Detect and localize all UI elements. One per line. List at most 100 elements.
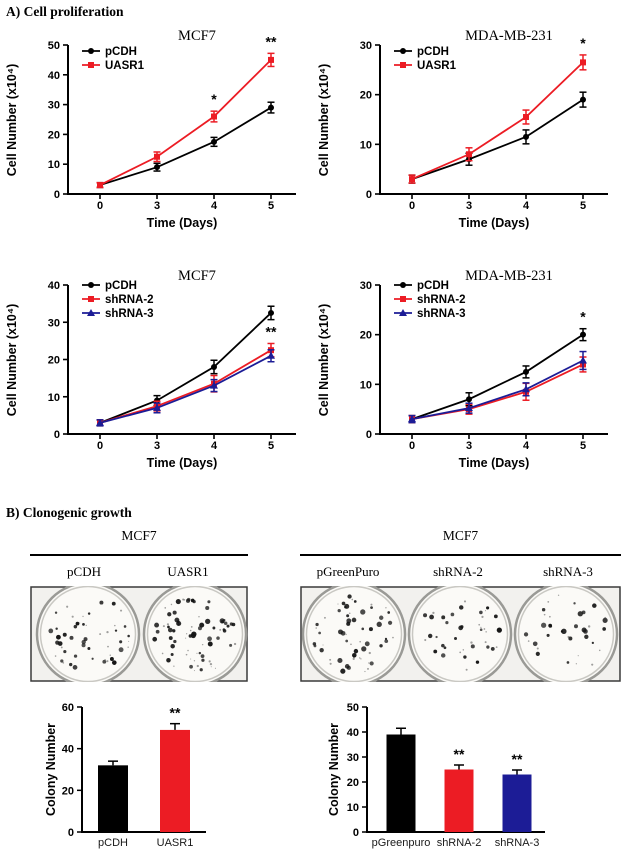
svg-text:MCF7: MCF7	[178, 268, 216, 284]
svg-text:5: 5	[268, 200, 274, 212]
svg-text:30: 30	[347, 752, 359, 764]
petri-dish-UASR1	[142, 586, 248, 682]
svg-text:5: 5	[580, 200, 586, 212]
bar-shRNA-3	[502, 769, 532, 832]
svg-text:**: **	[266, 323, 277, 339]
svg-text:shRNA-3: shRNA-3	[105, 308, 154, 320]
panel-b-title: B) Clonogenic growth	[6, 505, 132, 520]
plot: 0 10 20 30 0 3 4 5 MDA-MB-231 Time (Days) Cell Num…	[317, 28, 608, 230]
clonogenic-block-knockdown: MCF7 pGreenPuro shRNA-2 shRNA-3	[300, 528, 621, 684]
petri-dish-shRNA-3	[513, 586, 619, 682]
plot: 0 10 20 30 40 50 Colony Number pGreenpuro shRNA-…	[327, 702, 545, 849]
svg-text:Time (Days): Time (Days)	[459, 216, 530, 230]
svg-text:UASR1: UASR1	[105, 60, 145, 72]
svg-text:Cell Number (x10⁴): Cell Number (x10⁴)	[5, 304, 19, 416]
svg-text:pGreenpuro: pGreenpuro	[372, 837, 431, 849]
svg-text:shRNA-3: shRNA-3	[417, 308, 466, 320]
dish-labels-row: pCDH UASR1	[30, 564, 248, 582]
svg-text:**: **	[454, 746, 465, 762]
plot: 0 10 20 30 40 0 3 4 5 MCF7 Time (Days) Cell Number …	[5, 268, 296, 470]
svg-text:0: 0	[409, 200, 415, 212]
svg-text:Time (Days): Time (Days)	[459, 456, 530, 470]
petri-dish-pCDH	[35, 586, 141, 682]
line-chart-proliferation-mdamb231-knockdown: 0 10 20 30 0 3 4 5 MDA-MB-231 Time (Days) Cell Num…	[317, 268, 608, 470]
bar-UASR1	[160, 722, 190, 832]
clonogenic-block-overexpression: MCF7 pCDH UASR1	[30, 528, 248, 684]
petri-dish-shRNA-2	[407, 586, 513, 682]
series-shRNA-3	[408, 350, 587, 424]
svg-text:pCDH: pCDH	[105, 46, 137, 58]
cell-line-header: MCF7	[442, 528, 479, 543]
svg-text:pCDH: pCDH	[98, 837, 128, 849]
svg-text:10: 10	[48, 392, 60, 404]
line-chart-proliferation-mdamb231-overexpression: 0 10 20 30 0 3 4 5 MDA-MB-231 Time (Days) Cell Num…	[317, 28, 608, 230]
svg-text:4: 4	[523, 440, 530, 452]
svg-text:3: 3	[154, 200, 160, 212]
bar-chart-colony-knockdown: 0 10 20 30 40 50 Colony Number pGreenpuro shRNA-…	[327, 702, 545, 849]
svg-text:*: *	[580, 309, 586, 325]
svg-text:40: 40	[62, 744, 74, 756]
svg-text:0: 0	[353, 827, 359, 839]
svg-text:**: **	[170, 705, 181, 721]
svg-text:40: 40	[48, 280, 60, 292]
svg-text:0: 0	[68, 827, 74, 839]
dish-label: shRNA-2	[433, 564, 483, 579]
svg-text:10: 10	[360, 139, 372, 151]
svg-text:10: 10	[48, 159, 60, 171]
svg-text:pCDH: pCDH	[417, 46, 449, 58]
series-UASR1	[96, 52, 275, 189]
dish-label: pGreenPuro	[316, 564, 380, 579]
panel-a-title: A) Cell proliferation	[6, 4, 124, 19]
svg-text:Cell Number (x10⁴): Cell Number (x10⁴)	[317, 64, 331, 176]
svg-text:Colony Number: Colony Number	[44, 723, 58, 816]
svg-text:**: **	[512, 751, 523, 767]
svg-text:Cell Number (x10⁴): Cell Number (x10⁴)	[317, 304, 331, 416]
series-shRNA-2	[408, 356, 587, 424]
svg-text:3: 3	[466, 200, 472, 212]
svg-text:Time (Days): Time (Days)	[147, 216, 218, 230]
svg-text:0: 0	[366, 189, 372, 201]
plot: 0 10 20 30 0 3 4 5 MDA-MB-231 Time (Days) Cell Num…	[317, 268, 608, 470]
svg-text:30: 30	[48, 317, 60, 329]
svg-text:3: 3	[466, 440, 472, 452]
svg-text:pCDH: pCDH	[105, 280, 137, 292]
svg-text:60: 60	[62, 702, 74, 714]
svg-text:shRNA-2: shRNA-2	[417, 294, 466, 306]
svg-text:Colony Number: Colony Number	[327, 723, 341, 816]
svg-text:10: 10	[360, 379, 372, 391]
series-pCDH	[96, 305, 275, 427]
svg-text:MDA-MB-231: MDA-MB-231	[465, 28, 553, 44]
bar-shRNA-2	[444, 764, 474, 832]
plot: 0 10 20 30 40 50 0 3 4 5 MCF7 Time (Days) Cell Numbe…	[5, 28, 296, 230]
svg-text:30: 30	[360, 280, 372, 292]
svg-text:Cell Number (x10⁴): Cell Number (x10⁴)	[5, 64, 19, 176]
svg-text:10: 10	[347, 802, 359, 814]
petri-dish-pGreenPuro	[301, 586, 407, 682]
svg-text:shRNA-2: shRNA-2	[437, 837, 482, 849]
svg-text:**: **	[266, 33, 277, 49]
svg-text:0: 0	[409, 440, 415, 452]
bar-chart-colony-overexpression: 0 20 40 60 Colony Number pCDH UASR1 **	[44, 702, 206, 849]
svg-text:50: 50	[347, 702, 359, 714]
dish-label: UASR1	[167, 564, 209, 579]
header-rule	[300, 554, 621, 556]
svg-text:0: 0	[54, 189, 60, 201]
series-pCDH	[96, 101, 275, 189]
svg-text:pCDH: pCDH	[417, 280, 449, 292]
svg-text:50: 50	[48, 40, 60, 52]
dish-labels-row: pGreenPuro shRNA-2 shRNA-3	[300, 564, 621, 582]
svg-text:*: *	[580, 35, 586, 51]
cell-line-header: MCF7	[121, 528, 157, 543]
header-rule	[30, 554, 248, 556]
svg-text:Time (Days): Time (Days)	[147, 456, 218, 470]
svg-text:5: 5	[580, 440, 586, 452]
svg-text:5: 5	[268, 440, 274, 452]
svg-text:0: 0	[54, 429, 60, 441]
svg-text:20: 20	[347, 777, 359, 789]
plot: 0 20 40 60 Colony Number pCDH UASR1 **	[44, 702, 206, 849]
svg-text:30: 30	[360, 40, 372, 52]
svg-text:4: 4	[211, 440, 218, 452]
petri-dish-image-knockdown	[300, 586, 621, 682]
series-shRNA-3	[96, 349, 275, 427]
